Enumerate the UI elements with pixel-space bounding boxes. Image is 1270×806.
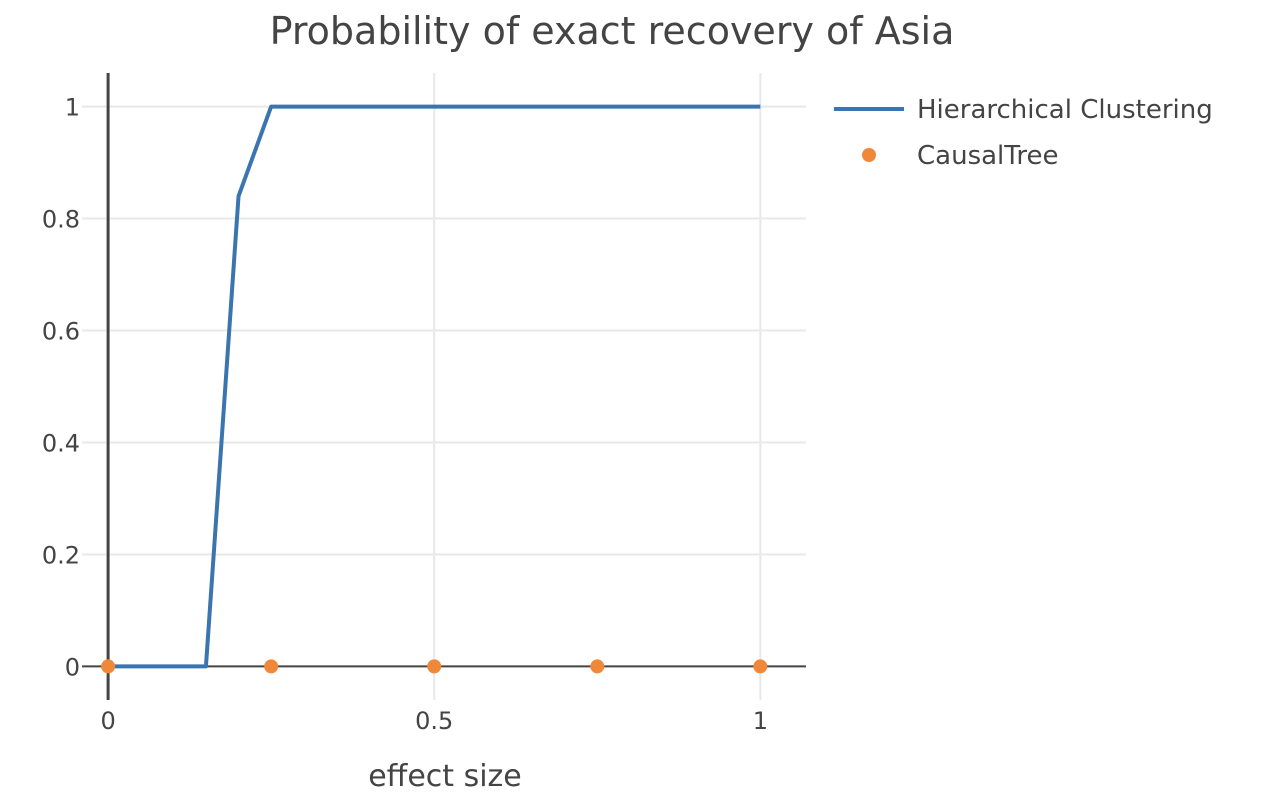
legend-item-causaltree[interactable]: CausalTree [862, 141, 1058, 171]
x-tick-label: 1 [753, 707, 768, 735]
legend-label: Hierarchical Clustering [917, 95, 1213, 125]
chart-title: Probability of exact recovery of Asia [270, 9, 955, 53]
y-tick-label: 0.2 [42, 541, 80, 569]
data-point-causaltree [427, 659, 442, 674]
tick-labels: 0 0.2 0.4 0.6 0.8 1 0 0.5 1 [42, 94, 768, 735]
data-point-causaltree [101, 659, 116, 674]
x-tick-label: 0 [100, 707, 115, 735]
axes [82, 73, 806, 700]
y-tick-label: 0.4 [42, 429, 80, 457]
legend-label: CausalTree [917, 141, 1058, 171]
series-line-hierarchical-clustering [108, 104, 761, 669]
y-tick-label: 1 [65, 94, 80, 122]
x-tick-label: 0.5 [415, 707, 453, 735]
x-axis-title: effect size [368, 759, 522, 794]
y-tick-label: 0.6 [42, 318, 80, 346]
legend-item-hierarchical-clustering[interactable]: Hierarchical Clustering [834, 95, 1213, 125]
y-tick-label: 0 [65, 653, 80, 681]
y-tick-label: 0.8 [42, 206, 80, 234]
data-point-causaltree [753, 659, 768, 674]
data-point-causaltree [590, 659, 605, 674]
plot-series [101, 104, 768, 674]
legend[interactable]: Hierarchical Clustering CausalTree [834, 95, 1213, 171]
legend-swatch [862, 148, 876, 162]
data-point-causaltree [264, 659, 279, 674]
gridlines [82, 73, 806, 700]
